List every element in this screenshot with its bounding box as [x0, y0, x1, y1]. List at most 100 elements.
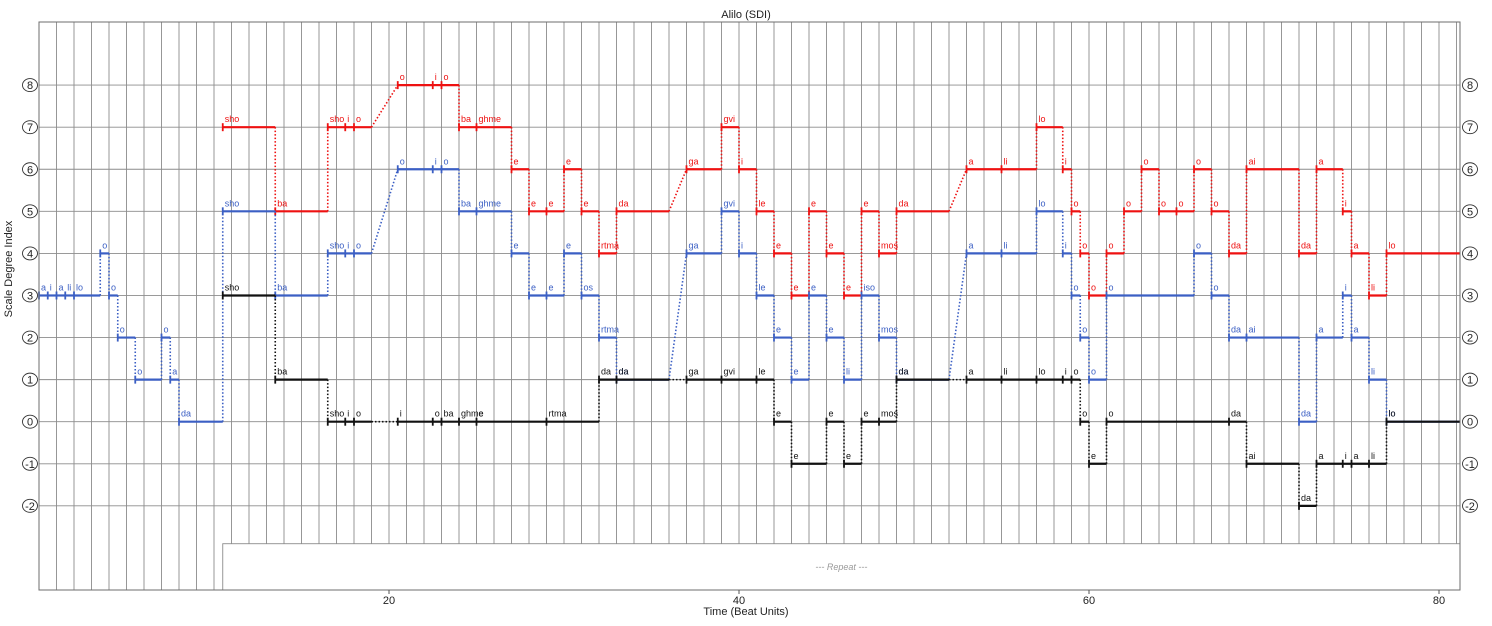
syllable-label: e	[776, 325, 781, 335]
syllable-label: ga	[689, 367, 699, 377]
y-tick-label-left: 1	[27, 375, 33, 387]
syllable-label: da	[619, 367, 629, 377]
syllable-label: e	[531, 282, 536, 292]
syllable-label: e	[864, 198, 869, 208]
y-tick-label-left: 7	[27, 122, 33, 134]
x-tick-label: 40	[733, 595, 745, 607]
plot-frame	[38, 21, 1461, 591]
syllable-label: o	[1109, 282, 1114, 292]
y-tick-label-left: 5	[27, 206, 33, 218]
syllable-label: e	[794, 367, 799, 377]
syllable-label: da	[1301, 493, 1311, 503]
syllable-label: lo	[1039, 114, 1046, 124]
syllable-label: o	[1214, 198, 1219, 208]
y-tick-circle-left	[22, 372, 38, 387]
y-tick-label-right: 7	[1467, 122, 1473, 134]
syllable-label: o	[102, 240, 107, 250]
syllable-label: ghme	[461, 409, 484, 419]
y-tick-circle-right	[1462, 372, 1478, 387]
syllable-label: o	[444, 156, 449, 166]
syllable-label: gvi	[724, 114, 736, 124]
y-tick-label-left: -2	[25, 501, 35, 513]
connector-line	[370, 84, 399, 128]
syllable-label: ai	[1249, 325, 1256, 335]
syllable-label: o	[356, 240, 361, 250]
syllable-label: ba	[461, 114, 471, 124]
syllable-label: i	[347, 409, 349, 419]
syllable-label: a	[172, 367, 177, 377]
syllable-label: o	[1161, 198, 1166, 208]
repeat-label: --- Repeat ---	[815, 562, 867, 572]
syllable-label: da	[619, 367, 629, 377]
syllable-label: o	[164, 325, 169, 335]
syllable-label: mos	[881, 325, 899, 335]
syllable-label: li	[1371, 282, 1375, 292]
syllable-label: da	[181, 409, 191, 419]
syllable-label: e	[531, 198, 536, 208]
syllable-label: a	[969, 240, 974, 250]
syllable-label: e	[514, 240, 519, 250]
x-axis-label: Time (Beat Units)	[703, 606, 788, 618]
syllable-label: o	[444, 72, 449, 82]
syllable-label: e	[566, 240, 571, 250]
repeat-region	[222, 543, 1461, 591]
y-tick-circle-left	[22, 246, 38, 261]
y-tick-circle-right	[1462, 78, 1478, 93]
syllable-label: e	[776, 409, 781, 419]
syllable-label: mos	[881, 409, 899, 419]
syllable-label: sho	[225, 282, 240, 292]
connector-line	[948, 253, 968, 380]
syllable-label: e	[584, 198, 589, 208]
y-tick-label-left: 4	[27, 248, 33, 260]
y-axis-label: Scale Degree Index	[3, 220, 15, 317]
y-tick-circle-left	[22, 414, 38, 429]
syllable-label: sho	[330, 409, 345, 419]
y-tick-label-right: -1	[1465, 459, 1475, 471]
y-tick-circle-left	[22, 78, 38, 93]
syllable-label: rtma	[549, 409, 567, 419]
syllable-label: e	[846, 451, 851, 461]
y-tick-label-right: 3	[1467, 290, 1473, 302]
syllable-label: e	[829, 240, 834, 250]
syllable-label: o	[1074, 282, 1079, 292]
syllable-label: o	[1074, 367, 1079, 377]
y-tick-label-right: 5	[1467, 206, 1473, 218]
y-tick-circle-right	[1462, 204, 1478, 219]
syllable-label: e	[549, 198, 554, 208]
syllable-label: a	[1319, 325, 1324, 335]
syllable-label: lo	[1389, 409, 1396, 419]
syllable-label: mos	[881, 240, 899, 250]
syllable-label: ga	[689, 240, 699, 250]
syllable-label: i	[435, 72, 437, 82]
syllable-label: i	[1345, 282, 1347, 292]
y-tick-label-left: 3	[27, 290, 33, 302]
syllable-label: lo	[1389, 240, 1396, 250]
syllable-label: e	[776, 240, 781, 250]
syllable-label: da	[601, 367, 611, 377]
y-tick-circle-left	[22, 498, 38, 513]
syllable-label: le	[759, 282, 766, 292]
y-tick-circle-left	[22, 456, 38, 471]
y-tick-circle-left	[22, 204, 38, 219]
syllable-label: da	[899, 367, 909, 377]
syllable-label: ghme	[479, 114, 502, 124]
syllable-label: rtma	[601, 325, 619, 335]
syllable-label: ghme	[479, 198, 502, 208]
connector-line	[370, 169, 399, 254]
y-tick-circle-left	[22, 120, 38, 135]
syllable-label: lo	[1039, 198, 1046, 208]
y-tick-circle-left	[22, 162, 38, 177]
syllable-label: a	[41, 282, 46, 292]
y-tick-circle-right	[1462, 330, 1478, 345]
syllable-label: li	[1371, 367, 1375, 377]
syllable-label: ba	[277, 198, 287, 208]
y-tick-circle-right	[1462, 456, 1478, 471]
chart-title: Alilo (SDI)	[721, 9, 771, 21]
syllable-label: o	[1179, 198, 1184, 208]
syllable-label: da	[899, 367, 909, 377]
syllable-label: o	[1214, 282, 1219, 292]
syllable-label: o	[1074, 198, 1079, 208]
